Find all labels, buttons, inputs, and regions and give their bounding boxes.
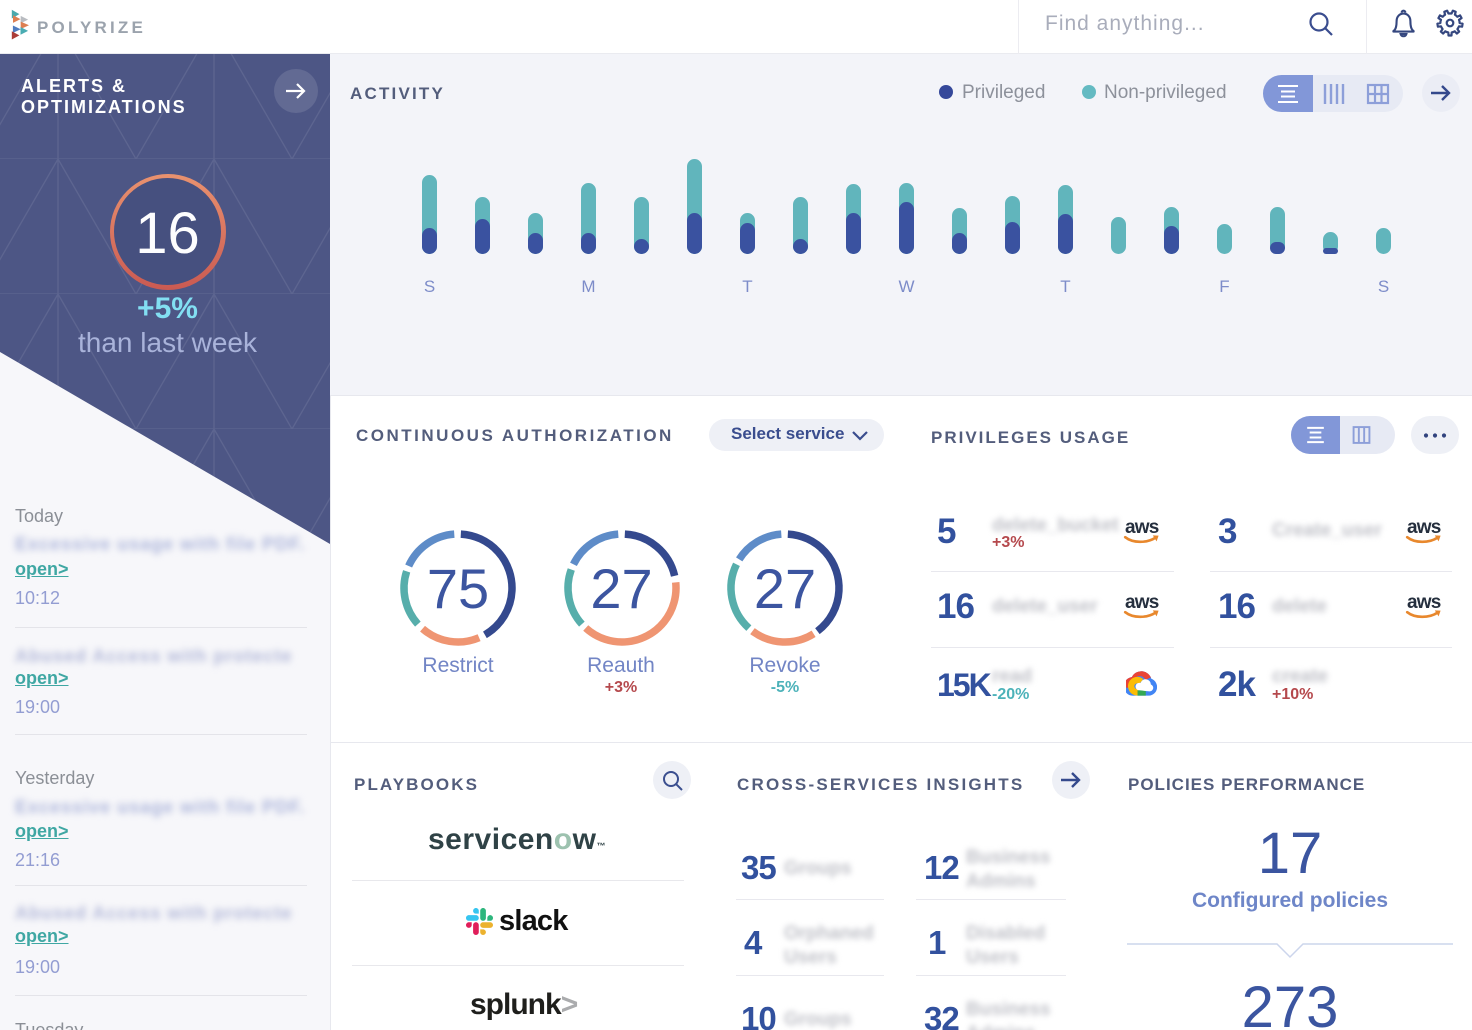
svg-text:aws: aws	[1407, 592, 1441, 613]
svg-text:aws: aws	[1125, 517, 1159, 538]
svg-text:aws: aws	[1125, 592, 1159, 613]
svg-text:aws: aws	[1407, 517, 1441, 538]
